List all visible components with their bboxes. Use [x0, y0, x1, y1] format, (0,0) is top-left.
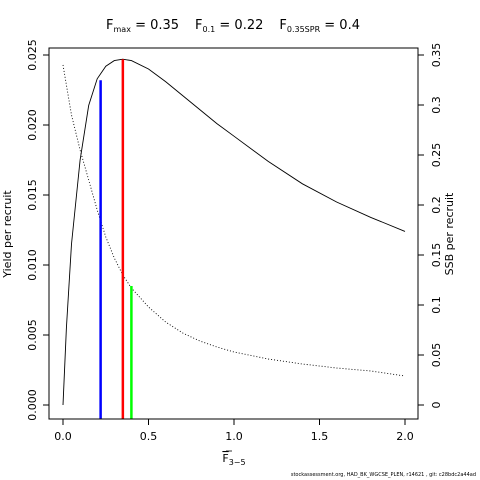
x-axis-title-base: F: [222, 452, 228, 465]
y-tick-label: 0.005: [26, 319, 39, 351]
y-tick-label: 0.000: [26, 389, 39, 421]
chart-title-text: Fmax = 0.35 F0.1 = 0.22 F0.35SPR = 0.4: [106, 18, 360, 34]
title-subscript: 0.35SPR: [287, 25, 321, 34]
y-axis-right-title: SSB per recruit: [443, 192, 456, 275]
y-axis-right: 0 0.05 0.1 0.15 0.2 0.25 0.3 0.35: [418, 43, 443, 409]
y-tick-label: 0.010: [26, 249, 39, 281]
y-tick-label: 0.020: [26, 109, 39, 141]
y-right-tick-label: 0: [430, 402, 443, 409]
title-symbol: F: [106, 18, 113, 33]
y-right-tick-label: 0.35: [430, 43, 443, 68]
plot-frame: [48, 47, 419, 420]
y-right-tick-label: 0.05: [430, 343, 443, 368]
chart-title: Fmax = 0.35 F0.1 = 0.22 F0.35SPR = 0.4: [106, 18, 360, 34]
x-tick-label: 2.0: [396, 430, 414, 443]
x-axis-title-subscript: 3−5: [229, 458, 246, 467]
y-right-tick-label: 0.15: [430, 243, 443, 268]
x-axis-title: F3−5: [222, 452, 245, 467]
y-right-tick-label: 0.1: [430, 296, 443, 314]
y-right-tick-label: 0.2: [430, 196, 443, 214]
x-tick-label: 1.5: [311, 430, 329, 443]
title-value: = 0.22: [215, 18, 263, 33]
y-right-tick-label: 0.25: [430, 143, 443, 168]
title-subscript: 0.1: [203, 25, 216, 34]
x-tick-label: 0.0: [54, 430, 72, 443]
y-tick-label: 0.015: [26, 179, 39, 211]
yield-per-recruit-line: [62, 58, 406, 406]
title-value: = 0.35: [131, 18, 179, 33]
y-right-tick-label: 0.3: [430, 96, 443, 114]
axis-titles: F3−5 Yield per recruit SSB per recruit: [1, 190, 456, 467]
ssb-per-recruit-line: [62, 64, 406, 377]
y-axis-left: 0.000 0.005 0.010 0.015 0.020 0.025: [26, 39, 49, 421]
footer-text: stockassessment.org, HAD_BK_WGCSE_PLEN, …: [290, 472, 476, 478]
title-value: = 0.4: [320, 18, 360, 33]
title-symbol: F: [279, 18, 286, 33]
x-axis: 0.0 0.5 1.0 1.5 2.0: [54, 419, 414, 443]
y-tick-label: 0.025: [26, 39, 39, 71]
x-tick-label: 0.5: [140, 430, 158, 443]
plot-area: [62, 58, 406, 406]
y-axis-title: Yield per recruit: [1, 190, 14, 279]
x-tick-label: 1.0: [225, 430, 243, 443]
reference-lines: [99, 59, 133, 419]
title-symbol: F: [195, 18, 202, 33]
title-subscript: max: [114, 25, 132, 34]
